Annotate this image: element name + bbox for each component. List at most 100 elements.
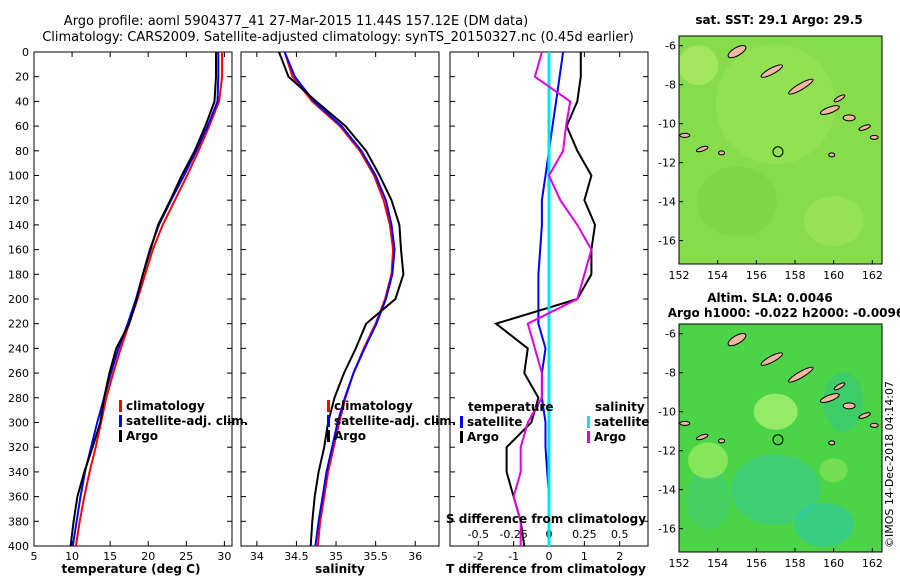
- difference-axis-label: T difference from climatology: [446, 562, 646, 576]
- series-line-argo: [69, 52, 217, 547]
- legend-argo: Argo: [126, 429, 158, 443]
- field-patch: [688, 442, 728, 479]
- map-y-tick-label: -12: [658, 157, 676, 170]
- map-y-tick-label: -16: [658, 235, 676, 248]
- map-frame: [678, 323, 883, 553]
- legend-sal-argo: Argo: [594, 430, 626, 444]
- x-tick-label: 20: [141, 550, 155, 563]
- temperature-axis-label: temperature (deg C): [62, 562, 201, 576]
- map-x-tick-label: 156: [746, 557, 767, 570]
- argo-position-marker: [772, 146, 784, 158]
- map-y-tick-label: -8: [665, 79, 676, 92]
- legend-salinity-heading: salinity: [595, 400, 645, 414]
- island: [760, 64, 783, 78]
- field-patch: [678, 45, 719, 86]
- map-x-tick-label: 152: [669, 269, 690, 282]
- x-tick-label: 10: [65, 550, 79, 563]
- series-line-salinity-argo: [512, 51, 593, 546]
- depth-axis: 0 20 40 60 80 100 120 140 160 180 200 220 240 260 280 3…: [8, 46, 29, 553]
- island: [788, 366, 814, 383]
- sst-map: 152 154 156 158 160 162 -6 -8 -10 -12 -14 -16: [658, 35, 883, 282]
- legend-temp-satellite: satellite: [467, 415, 522, 429]
- legend-satellite-swatch: [119, 415, 122, 427]
- field-patch: [794, 502, 854, 547]
- map-x-tick-label: 158: [785, 269, 806, 282]
- island: [858, 124, 871, 131]
- map-y-tick-label: -6: [665, 40, 676, 53]
- island: [679, 132, 691, 138]
- depth-tick-label: 260: [8, 367, 29, 380]
- series-line-satellite-adj-clim-: [283, 51, 396, 547]
- depth-tick-label: 60: [15, 120, 29, 133]
- depth-tick-label: 280: [8, 392, 29, 405]
- legend-argo-swatch: [327, 430, 330, 442]
- legend-temperature-heading: temperature: [468, 400, 553, 414]
- depth-tick-label: 160: [8, 244, 29, 257]
- depth-tick-label: 400: [8, 540, 29, 553]
- field-patch: [823, 371, 864, 432]
- island: [696, 145, 709, 153]
- legend-satellite: satellite-adj. clim.: [334, 414, 456, 428]
- temperature-panel: 5 10 15 20 25 30: [31, 51, 232, 563]
- figure-title-line2: Climatology: CARS2009. Satellite-adjuste…: [42, 30, 634, 45]
- legend-climatology-swatch: [327, 400, 330, 412]
- map-y-tick-label: -10: [658, 406, 676, 419]
- island: [679, 420, 691, 426]
- depth-tick-label: 0: [22, 46, 29, 59]
- series-line-satellite-adj-clim-: [71, 52, 220, 547]
- field-patch: [803, 196, 864, 247]
- depth-tick-label: 200: [8, 293, 29, 306]
- island: [760, 352, 783, 366]
- salinity-difference-axis-label: S difference from climatology: [446, 512, 646, 526]
- top-x-tick-label: 0.5: [611, 528, 629, 541]
- x-tick-label: -1: [508, 550, 519, 563]
- salinity-legend: climatology satellite-adj. clim. Argo: [327, 399, 456, 443]
- legend-temp-satellite-swatch: [460, 416, 463, 428]
- map-x-tick-label: 156: [746, 269, 767, 282]
- depth-tick-label: 220: [8, 318, 29, 331]
- map-x-tick-label: 162: [862, 269, 883, 282]
- map-y-tick-label: -10: [658, 118, 676, 131]
- x-tick-label: 2: [616, 550, 623, 563]
- map-y-tick-label: -6: [665, 328, 676, 341]
- temperature-legend: climatology satellite-adj. clim. Argo: [119, 399, 248, 443]
- depth-tick-label: 100: [8, 170, 29, 183]
- x-tick-label: 1: [581, 550, 588, 563]
- legend-sal-satellite: satellite: [594, 415, 649, 429]
- x-tick-label: 25: [179, 550, 193, 563]
- map-y-tick-label: -12: [658, 445, 676, 458]
- x-tick-label: 15: [103, 550, 117, 563]
- x-tick-label: 34.5: [284, 550, 309, 563]
- island: [718, 438, 726, 444]
- series-line-temperature-satellite: [537, 51, 565, 546]
- island: [842, 402, 856, 410]
- x-tick-label: 5: [31, 550, 38, 563]
- difference-panel: -2 -1 0 1 2-0.5 -0.25 0 0.25 0.5: [450, 51, 648, 563]
- depth-tick-label: 340: [8, 466, 29, 479]
- field-patch: [819, 458, 848, 483]
- depth-tick-label: 120: [8, 194, 29, 207]
- series-line-argo: [278, 51, 405, 547]
- depth-tick-label: 180: [8, 268, 29, 281]
- sla-map: 152 154 156 158 160 162 -6 -8 -10 -12 -14 -16: [658, 323, 883, 570]
- depth-tick-label: 140: [8, 219, 29, 232]
- x-tick-label: 34: [250, 550, 264, 563]
- map-y-tick-label: -14: [658, 196, 676, 209]
- island: [718, 150, 726, 156]
- island: [858, 412, 871, 419]
- x-tick-label: 35: [329, 550, 343, 563]
- series-line-temperature-argo: [493, 52, 597, 547]
- legend-temp-argo-swatch: [460, 431, 463, 443]
- map-x-tick-label: 160: [823, 557, 844, 570]
- argo-position-marker: [772, 434, 784, 446]
- island: [842, 114, 856, 122]
- depth-tick-label: 300: [8, 417, 29, 430]
- x-tick-label: 30: [217, 550, 231, 563]
- series-line-climatology: [74, 52, 224, 547]
- island: [869, 422, 879, 428]
- island: [819, 105, 840, 115]
- x-tick-label: 36: [408, 550, 422, 563]
- field-patch: [730, 454, 821, 525]
- x-tick-label: 0: [546, 550, 553, 563]
